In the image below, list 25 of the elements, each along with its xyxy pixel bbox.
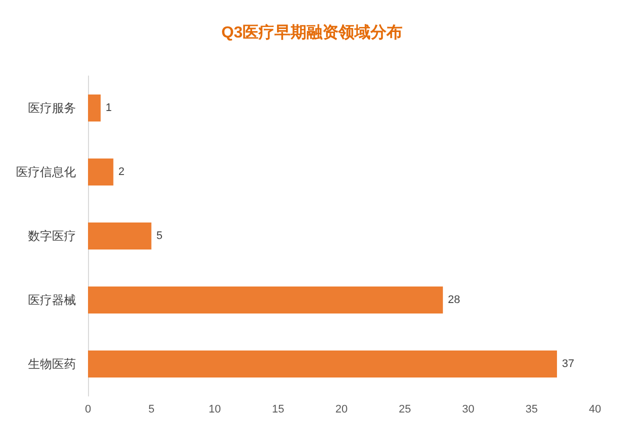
data-label: 5 — [156, 230, 162, 242]
data-label: 1 — [106, 102, 112, 114]
x-tick-label: 5 — [148, 404, 154, 416]
bar — [88, 158, 114, 186]
x-tick-label: 15 — [272, 404, 284, 416]
y-tick-label: 数字医疗 — [28, 229, 76, 243]
bar — [88, 286, 443, 314]
chart-title: Q3医疗早期融资领域分布 — [221, 24, 403, 42]
y-tick-label: 医疗器械 — [28, 293, 76, 307]
y-tick-label: 生物医药 — [28, 357, 76, 371]
x-tick-label: 35 — [526, 404, 538, 416]
x-tick-label: 0 — [84, 404, 92, 416]
x-tick-label: 40 — [588, 404, 602, 416]
x-tick-label: 25 — [398, 404, 411, 416]
data-label: 2 — [118, 166, 124, 178]
x-tick-label: 10 — [208, 404, 221, 416]
x-tick-label: 30 — [462, 404, 474, 416]
x-tick-label: 20 — [335, 404, 348, 416]
bar — [88, 222, 152, 250]
data-label: 28 — [448, 294, 460, 306]
data-label: 37 — [562, 358, 574, 370]
y-tick-label: 医疗服务 — [28, 101, 76, 115]
bar — [88, 350, 557, 378]
bar — [88, 94, 101, 122]
y-tick-label: 医疗信息化 — [16, 165, 76, 179]
